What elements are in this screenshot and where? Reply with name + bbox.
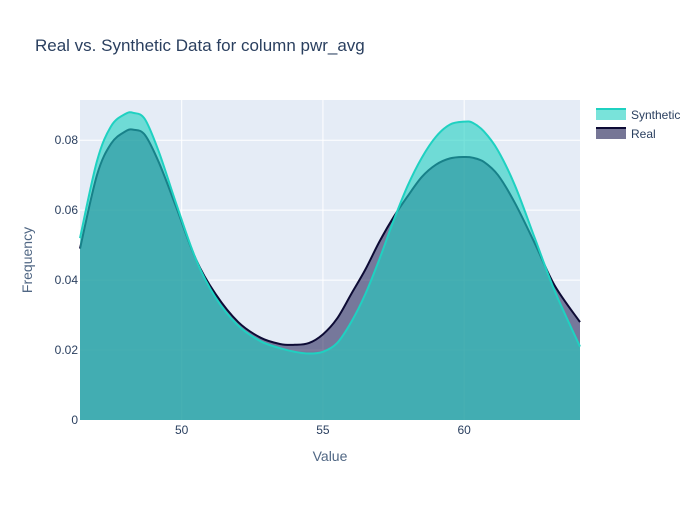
legend[interactable]: Synthetic Real (596, 108, 680, 141)
legend-swatch-area-real (596, 128, 626, 139)
legend-swatch-area-synthetic (596, 109, 626, 120)
synthetic-area (80, 112, 580, 420)
chart-title: Real vs. Synthetic Data for column pwr_a… (35, 36, 365, 55)
synthetic-line (79, 111, 581, 355)
legend-label-real: Real (631, 127, 656, 141)
legend-label-synthetic: Synthetic (631, 108, 680, 122)
legend-item-synthetic[interactable]: Synthetic (596, 108, 680, 122)
x-axis-label: Value (313, 448, 348, 464)
y-axis-ticks: 0 0.02 0.04 0.06 0.08 (55, 133, 79, 427)
y-tick-label: 0.08 (55, 133, 79, 147)
x-tick-label: 50 (175, 423, 189, 437)
y-tick-label: 0 (71, 413, 78, 427)
y-tick-label: 0.02 (55, 343, 79, 357)
y-tick-label: 0.06 (55, 203, 79, 217)
x-tick-label: 55 (316, 423, 330, 437)
y-axis-label: Frequency (19, 227, 35, 293)
y-tick-label: 0.04 (55, 273, 79, 287)
x-tick-label: 60 (458, 423, 472, 437)
legend-item-real[interactable]: Real (596, 127, 656, 141)
series-layer (79, 111, 581, 420)
x-axis-ticks: 50 55 60 (175, 423, 471, 437)
